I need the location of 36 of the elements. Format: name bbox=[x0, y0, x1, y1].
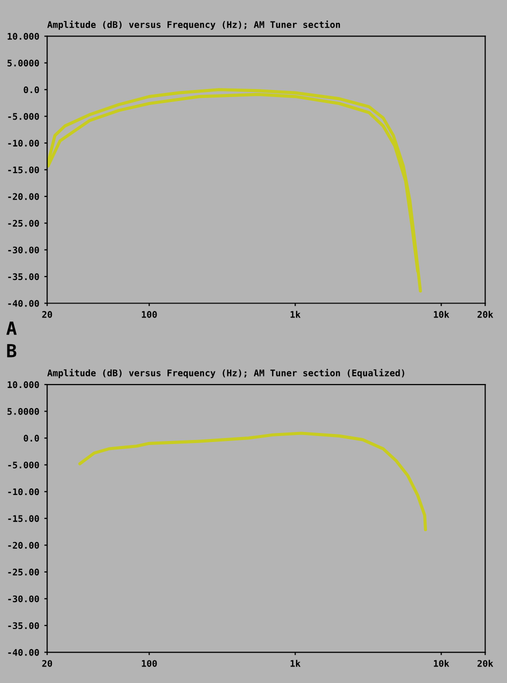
y-tick-label: -30.00 bbox=[8, 246, 39, 254]
y-tick-label: 10.000 bbox=[8, 381, 39, 388]
chart-title: Amplitude (dB) versus Frequency (Hz); AM Tuner section bbox=[47, 20, 340, 30]
y-tick-label: -25.00 bbox=[8, 220, 39, 227]
y-tick-label: -40.00 bbox=[8, 300, 39, 307]
y-tick-label: -10.00 bbox=[8, 140, 39, 147]
y-tick-label: -30.00 bbox=[8, 595, 39, 602]
y-tick-label: -5.000 bbox=[8, 113, 39, 120]
y-tick-label: -35.00 bbox=[8, 273, 39, 280]
y-tick-label: -10.00 bbox=[8, 488, 39, 496]
y-tick-label: -15.00 bbox=[8, 515, 39, 522]
x-tick-label: 1k bbox=[290, 660, 301, 667]
y-tick-label: 10.000 bbox=[8, 32, 39, 40]
x-tick-label: 100 bbox=[142, 660, 157, 667]
x-tick-label: 20 bbox=[42, 660, 52, 667]
y-tick-label: -20.00 bbox=[8, 542, 39, 549]
y-tick-label: -20.00 bbox=[8, 193, 39, 200]
x-tick-label: 1k bbox=[290, 310, 301, 318]
x-tick-label: 20k bbox=[478, 310, 494, 318]
x-tick-label: 10k bbox=[434, 660, 450, 667]
x-tick-label: 10k bbox=[434, 310, 450, 318]
x-tick-label: 20 bbox=[42, 311, 52, 318]
y-tick-label: -5.000 bbox=[8, 462, 39, 468]
y-tick-label: 5.0000 bbox=[8, 408, 39, 415]
y-tick-label: 0.0 bbox=[24, 434, 39, 442]
y-tick-label: -15.00 bbox=[8, 166, 39, 174]
text: B bbox=[7, 344, 16, 358]
x-tick-label: 20k bbox=[478, 660, 494, 667]
text: A bbox=[6, 322, 17, 335]
y-tick-label: -25.00 bbox=[8, 568, 39, 576]
x-tick-label: 100 bbox=[142, 311, 157, 318]
y-tick-label: 0.0 bbox=[24, 86, 39, 94]
chart-title: Amplitude (dB) versus Frequency (Hz); AM Tuner section (Equalized) bbox=[47, 368, 404, 378]
y-tick-label: -35.00 bbox=[8, 622, 39, 630]
y-tick-label: -40.00 bbox=[8, 648, 39, 656]
y-tick-label: 5.0000 bbox=[8, 60, 39, 66]
